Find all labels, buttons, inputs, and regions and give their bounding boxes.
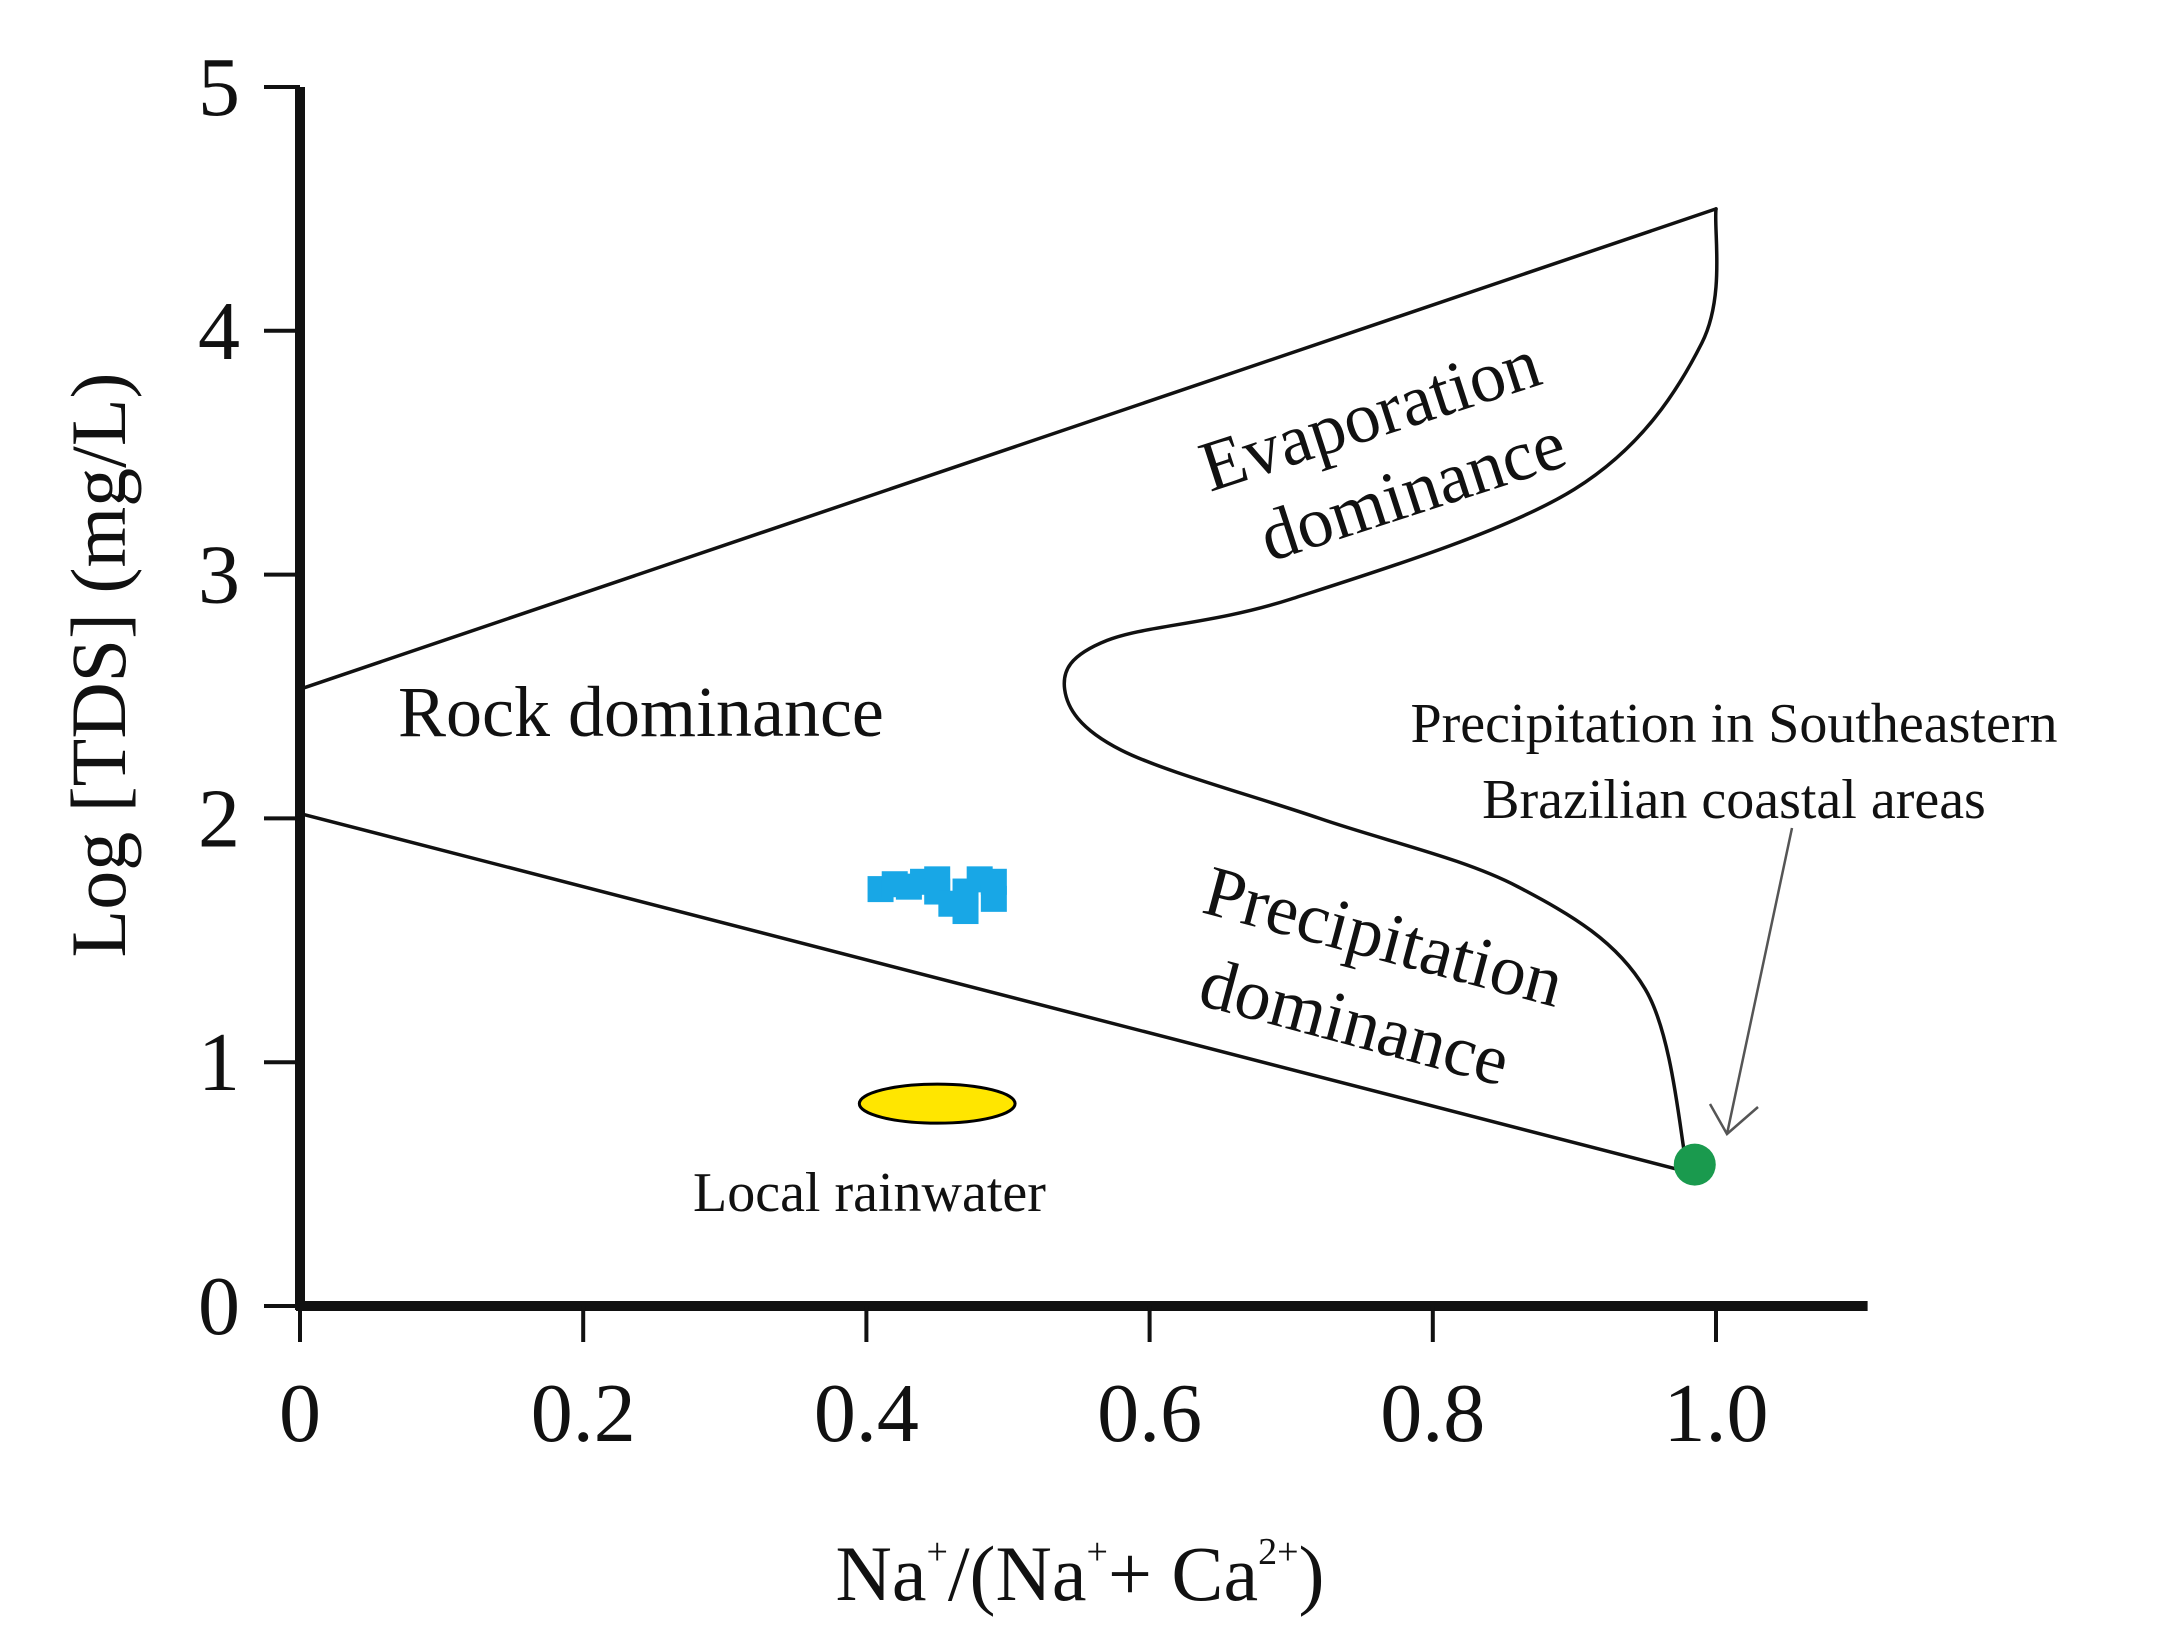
precipitation-dominance-label: Precipitation dominance <box>1192 850 1572 1101</box>
coastal-precipitation-marker <box>1673 1143 1716 1186</box>
axes <box>295 87 1868 1311</box>
envelope-upper-line <box>298 207 1718 691</box>
y-tick-label: 0 <box>198 1260 240 1353</box>
x-tick-label: 0 <box>279 1367 321 1460</box>
y-tick-label: 4 <box>198 285 240 378</box>
x-axis-title-sup-2plus: 2+ <box>1258 1531 1298 1573</box>
x-tick-label: 0.8 <box>1380 1367 1485 1460</box>
x-tick-label: 1.0 <box>1664 1367 1769 1460</box>
coastal-precipitation-label-line-2: Brazilian coastal areas <box>1482 769 1986 831</box>
x-tick-label: 0.4 <box>814 1367 919 1460</box>
x-axis-title-sup-plus: + <box>926 1531 947 1573</box>
sample-point <box>980 885 1007 912</box>
envelope-lower-line <box>298 811 1690 1174</box>
y-tick-label: 5 <box>198 41 240 134</box>
y-axis-title: Log [TDS] (mg/L) <box>55 373 142 958</box>
x-axis-title-ca: + Ca <box>1108 1530 1258 1617</box>
arrow-head <box>1708 1103 1759 1136</box>
x-tick-label: 0.2 <box>531 1367 636 1460</box>
x-axis-title-na: Na <box>836 1530 927 1617</box>
x-axis-title-sup-plus-2: + <box>1087 1531 1108 1573</box>
coastal-precipitation-label-line-1: Precipitation in Southeastern <box>1411 693 2058 755</box>
y-tick-label: 1 <box>198 1016 240 1109</box>
envelope-right-curve <box>1062 207 1719 1174</box>
coastal-precipitation-arrow <box>1708 827 1794 1136</box>
markers <box>857 1082 1716 1186</box>
y-tick-label: 3 <box>198 529 240 622</box>
local-rainwater-label: Local rainwater <box>693 1162 1046 1224</box>
sample-point <box>952 898 979 925</box>
evaporation-dominance-label: Evaporation dominance <box>1190 322 1575 577</box>
local-rainwater-marker <box>857 1082 1017 1125</box>
x-axis-title-paren-na: /(Na <box>948 1530 1087 1617</box>
x-axis-title: Na+/(Na++ Ca2+) <box>836 1530 1325 1617</box>
y-tick-label: 2 <box>198 772 240 865</box>
arrow-shaft <box>1725 827 1794 1135</box>
rock-dominance-label: Rock dominance <box>398 672 884 752</box>
boomerang-envelope <box>298 207 1719 1174</box>
x-axis-title-close: ) <box>1299 1530 1325 1617</box>
x-tick-label: 0.6 <box>1097 1367 1202 1460</box>
sample-points <box>867 866 1007 925</box>
ticks: 0 0.2 0.4 0.6 0.8 1.0 0 1 2 3 4 5 <box>198 41 1769 1460</box>
